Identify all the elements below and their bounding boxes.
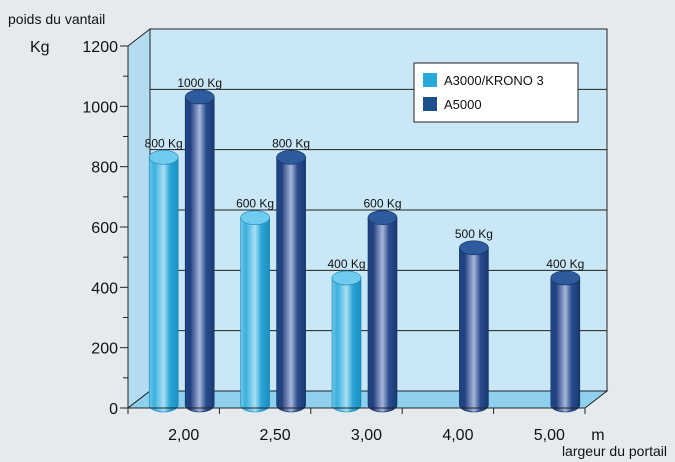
bar-body [148,157,179,413]
bar-body [459,247,489,413]
bar-top [367,210,398,225]
y-axis-title: poids du vantail [8,11,105,27]
bar-top [184,89,215,105]
x-tick-label: 4,00 [442,427,473,444]
bar-top [550,270,581,286]
legend-swatch [423,73,437,87]
y-tick-label: 800 [91,160,118,177]
side-wall [127,27,151,410]
y-tick-label: 1000 [82,99,118,116]
y-tick-label: 0 [109,401,118,418]
data-label: 800 Kg [145,136,183,150]
data-label: 600 Kg [363,197,401,211]
bar-top [240,210,270,225]
bar-body [184,96,215,413]
bar-top [276,150,306,165]
bar-top [459,240,489,256]
y-unit-label: Kg [30,39,50,56]
x-tick-label: 2,00 [168,427,199,444]
data-label: 500 Kg [455,227,493,241]
bar-top [148,150,179,165]
bar-body [550,277,581,413]
y-tick-label: 600 [91,220,118,237]
y-tick-label: 400 [91,280,118,297]
x-tick-label: 3,00 [351,427,382,444]
y-tick-label: 200 [91,341,118,358]
x-axis-title: largeur du portail [562,443,667,459]
data-label: 400 Kg [546,257,584,271]
x-tick-label: 2,50 [260,427,291,444]
x-tick-label: 5,00 [534,427,565,444]
data-label: 400 Kg [327,257,365,271]
legend-label: A3000/KRONO 3 [444,73,544,88]
bar-body [276,157,306,413]
x-unit-label: m [591,427,604,444]
legend-box [413,62,579,123]
data-label: 1000 Kg [177,76,222,90]
bar-top [331,270,362,286]
legend-label: A5000 [444,97,482,112]
legend-swatch [423,97,437,111]
data-label: 600 Kg [236,197,274,211]
bar-body [367,217,398,413]
y-tick-label: 1200 [82,39,118,56]
data-label: 800 Kg [272,136,310,150]
bar-body [240,217,270,413]
bar-body [331,277,362,413]
